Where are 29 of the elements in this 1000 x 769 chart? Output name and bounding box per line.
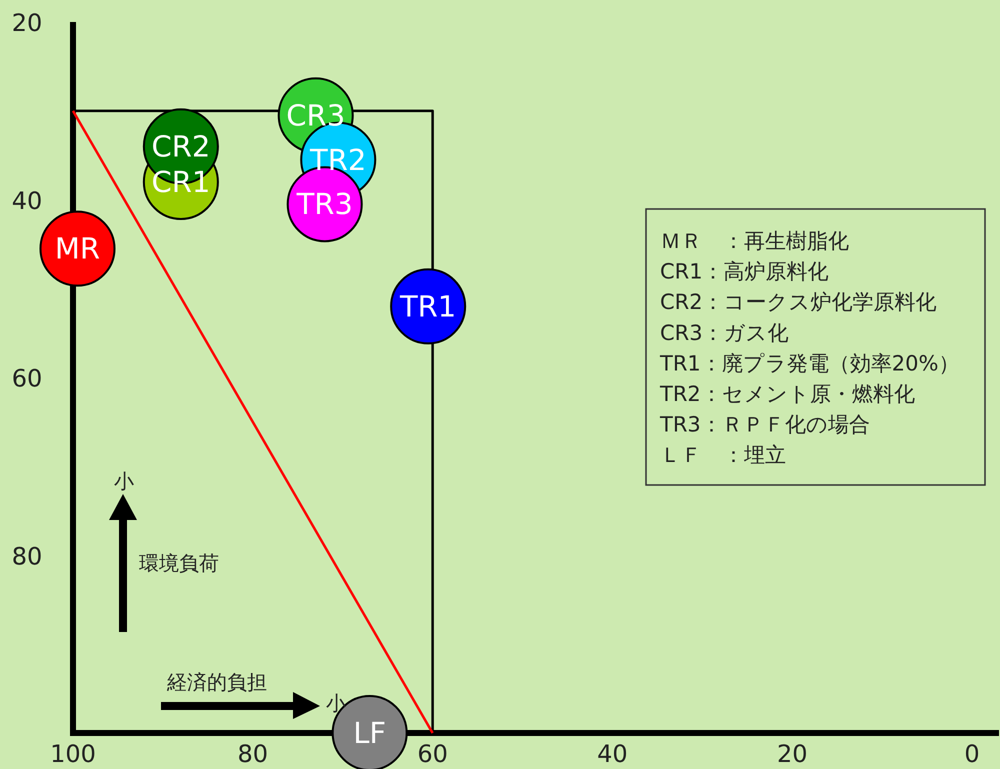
annotation: 小	[114, 469, 134, 493]
annotation: ＭＲ ：再生樹脂化	[660, 229, 849, 253]
x-tick-label: 40	[597, 740, 628, 768]
annotation: 経済的負担	[166, 670, 267, 694]
annotation: 小	[326, 691, 346, 715]
y-tick-label: 60	[12, 364, 42, 392]
annotation: CR3：ガス化	[660, 320, 789, 345]
series-label: CR2	[151, 129, 210, 164]
series-label: TR2	[309, 142, 366, 177]
x-tick-label: 20	[776, 740, 808, 768]
annotation: ＬＦ ：埋立	[660, 443, 786, 468]
annotation: TR3：ＲＰＦ化の場合	[659, 412, 870, 437]
x-tick-label: 80	[238, 740, 268, 768]
series-label: MR	[54, 232, 100, 266]
series-label: TR3	[296, 187, 353, 222]
annotation: TR1：廃プラ発電（効率20%）	[659, 351, 960, 376]
series-label: LF	[353, 716, 386, 750]
x-tick-label: 60	[417, 740, 448, 768]
annotation: CR2：コークス炉化学原料化	[660, 290, 937, 314]
x-tick-label: 0	[964, 740, 980, 768]
y-tick-label: 80	[12, 542, 42, 570]
x-tick-label: 100	[50, 740, 96, 768]
annotation: TR2：セメント原・燃料化	[659, 382, 915, 406]
annotation: CR1：高炉原料化	[660, 260, 829, 284]
series-label: TR1	[398, 289, 456, 324]
y-tick-label: 20	[12, 9, 42, 37]
y-tick-label: 40	[12, 186, 42, 215]
annotation: 環境負荷	[139, 551, 219, 575]
series-label: CR3	[286, 98, 346, 132]
